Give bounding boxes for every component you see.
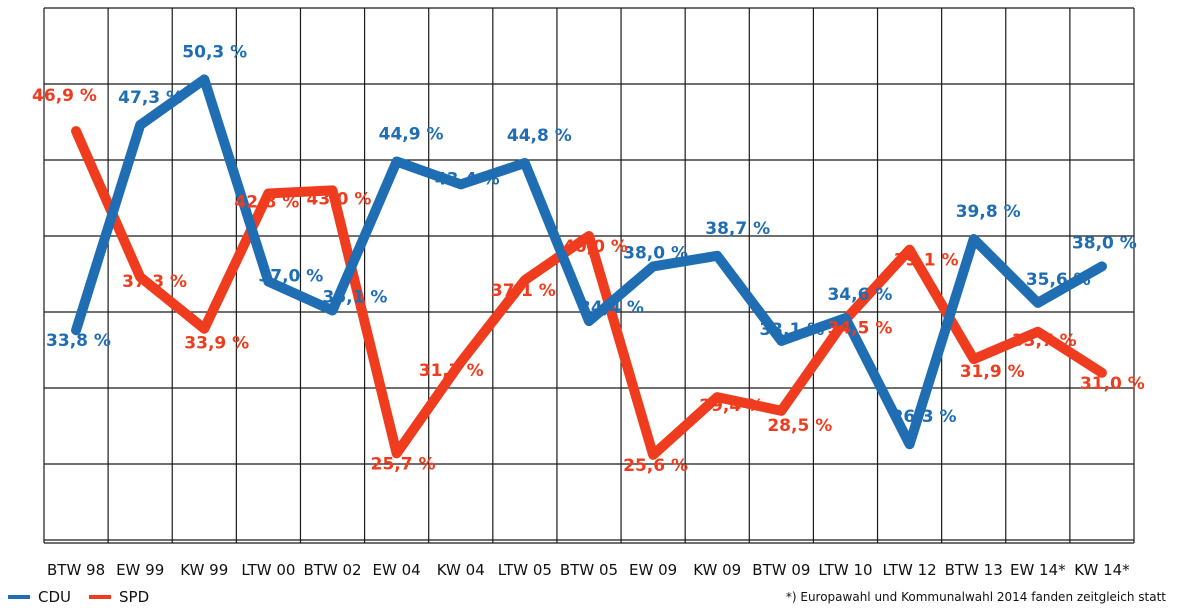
data-label-cdu: 38,7 % <box>705 219 770 239</box>
x-tick-label: LTW 10 <box>818 561 872 579</box>
data-label-spd: 31,0 % <box>1080 374 1145 394</box>
footnote: *) Europawahl und Kommunalwahl 2014 fand… <box>785 590 1166 604</box>
data-label-spd: 39,1 % <box>894 251 959 271</box>
legend-swatch-spd <box>89 595 112 599</box>
x-tick-label: BTW 13 <box>945 561 1003 579</box>
x-tick-label: EW 04 <box>373 561 421 579</box>
data-label-cdu: 44,9 % <box>379 125 444 145</box>
data-label-spd: 31,9 % <box>960 362 1025 382</box>
data-label-cdu: 38,0 % <box>1072 233 1137 253</box>
data-label-cdu: 35,1 % <box>323 287 388 307</box>
data-label-spd: 46,9 % <box>32 86 97 106</box>
data-label-spd: 40,0 % <box>563 237 628 257</box>
data-label-cdu: 43,4 % <box>435 169 500 189</box>
line-chart: 33,8 % 47,3 % 50,3 % 37,0 %35,1 % 44,9 % 43,4… <box>32 7 1145 579</box>
x-tick-label: KW 99 <box>180 561 228 579</box>
data-label-cdu: 35,6 % <box>1026 270 1091 290</box>
data-label-spd: 25,6 % <box>623 456 688 476</box>
x-tick-label: KW 04 <box>437 561 485 579</box>
legend-swatch-cdu <box>8 595 30 599</box>
data-label-spd: 28,5 % <box>767 416 832 436</box>
legend-item-spd: SPD <box>89 588 149 606</box>
x-tick-label: BTW 02 <box>303 561 361 579</box>
x-tick-label: BTW 09 <box>752 561 810 579</box>
legend-label-cdu: CDU <box>38 588 72 606</box>
x-tick-label: EW 99 <box>116 561 164 579</box>
data-label-cdu: 38,0 % <box>623 243 688 263</box>
x-tick-label: BTW 98 <box>47 561 105 579</box>
x-tick-label: LTW 05 <box>498 561 552 579</box>
series-lines <box>71 74 1107 460</box>
data-label-cdu: 47,3 % <box>118 88 183 108</box>
data-label-spd: 37,3 % <box>122 272 187 292</box>
data-labels: 33,8 % 47,3 % 50,3 % 37,0 %35,1 % 44,9 % 43,4… <box>32 42 1145 475</box>
data-label-spd: 34,5 % <box>827 319 892 339</box>
data-label-spd: 43,0 % <box>307 189 372 209</box>
data-label-cdu: 50,3 % <box>182 42 247 62</box>
series-line-cdu <box>71 74 1107 450</box>
data-label-spd: 33,7 % <box>1012 331 1077 351</box>
data-label-spd: 25,7 % <box>371 454 436 474</box>
data-label-spd: 42,8 % <box>234 192 299 212</box>
x-tick-label: BTW 05 <box>560 561 618 579</box>
data-label-cdu: 39,8 % <box>956 202 1021 222</box>
x-tick-label: LTW 12 <box>883 561 937 579</box>
chart-legend: CDU SPD <box>8 588 149 606</box>
series-line-spd <box>71 126 1107 460</box>
x-tick-label: KW 14* <box>1074 561 1130 579</box>
data-label-cdu: 33,1 % <box>759 320 824 340</box>
x-tick-label: KW 09 <box>693 561 741 579</box>
x-tick-label: EW 09 <box>629 561 677 579</box>
x-tick-label: EW 14* <box>1010 561 1066 579</box>
data-label-spd: 31,7 % <box>419 361 484 381</box>
data-label-spd: 37,1 % <box>491 281 556 301</box>
data-label-cdu: 34,6 % <box>827 285 892 305</box>
data-label-spd: 29,4 % <box>699 396 764 416</box>
data-label-cdu: 33,8 % <box>46 331 111 351</box>
legend-item-cdu: CDU <box>8 588 71 606</box>
data-label-cdu: 44,8 % <box>507 126 572 146</box>
x-axis-ticks: BTW 98 EW 99 KW 99 LTW 00 BTW 02 EW 04 KW 04 LT… <box>47 561 1130 579</box>
data-label-cdu: 26,3 % <box>892 407 957 427</box>
legend-label-spd: SPD <box>119 588 150 606</box>
data-label-spd: 33,9 % <box>184 334 249 354</box>
data-label-cdu: 34,4 % <box>579 298 644 318</box>
data-label-cdu: 37,0 % <box>258 267 323 287</box>
x-tick-label: LTW 00 <box>241 561 295 579</box>
